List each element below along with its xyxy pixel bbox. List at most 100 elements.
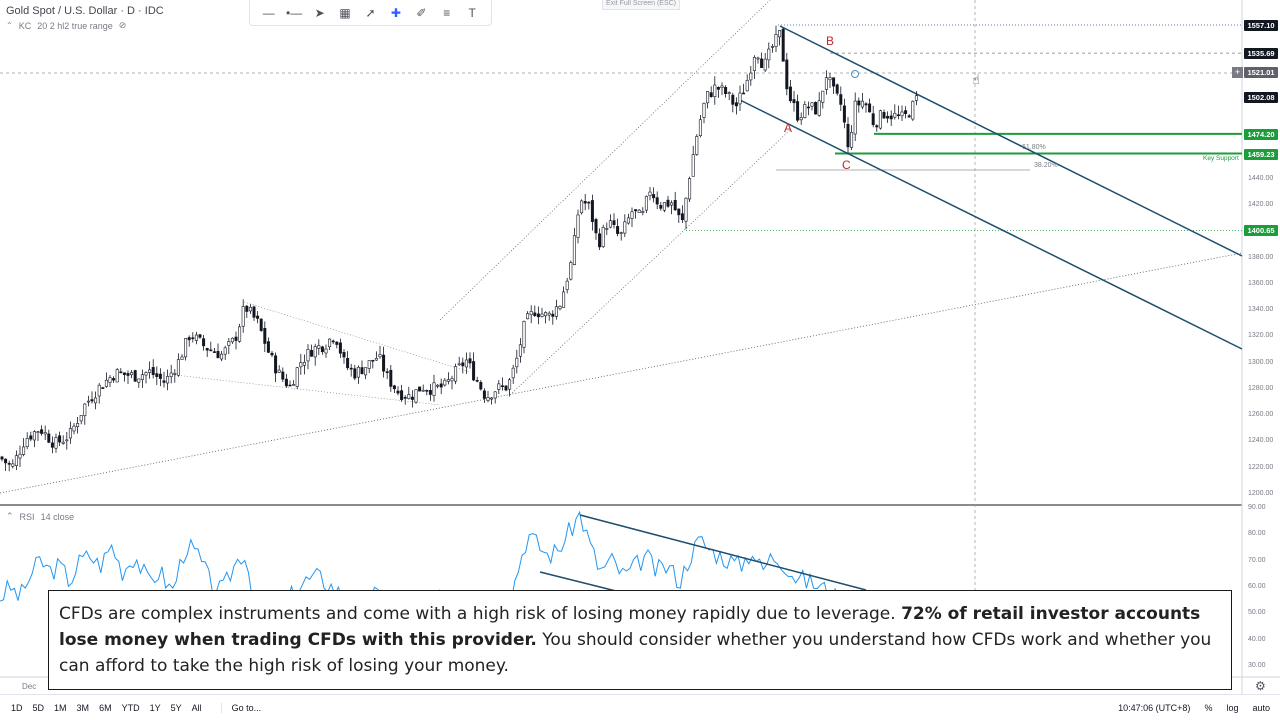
candle-body [284,378,288,387]
candle-body [410,396,414,400]
candle-body [432,382,436,396]
candle-body [785,59,789,90]
range-5d[interactable]: 5D [32,702,45,713]
eye-hidden-icon[interactable]: ⊘ [118,20,127,30]
price-axis-label: 1420.00 [1248,201,1274,209]
candle-body [655,197,659,205]
candle-body [198,334,202,338]
goto-button[interactable]: Go to... [220,702,261,713]
rsi-indicator-params: 14 close [40,511,75,522]
candle-body [104,379,108,387]
cursor-arrow-icon[interactable]: ➤ [314,5,325,20]
rsi-indicator-name: RSI [19,511,35,522]
candle-body [508,379,512,390]
brush-icon[interactable]: ✐ [416,5,427,20]
candle-body [907,115,911,118]
range-1d[interactable]: 1D [11,702,23,713]
candle-body [889,115,893,120]
candle-body [72,425,76,432]
candle-body [187,337,191,341]
candle-body [850,132,854,148]
candle-body [716,86,720,90]
percent-scale-toggle[interactable]: % [1204,702,1213,713]
candle-body [659,205,663,209]
add-alert-plus-icon[interactable]: + [1232,67,1243,78]
range-3m[interactable]: 3M [76,702,90,713]
candle-body [821,90,825,103]
candle-body [166,376,170,384]
candle-body [310,350,314,357]
exit-fullscreen-hint[interactable]: Exit Full Screen (ESC) [602,0,680,10]
candle-body [745,80,749,92]
collapse-chevron-icon[interactable]: ⌃ [6,21,13,30]
candle-body [673,200,677,211]
candle-body [616,226,620,234]
candle-body [306,349,310,362]
price-axis-label: 1340.00 [1248,306,1274,314]
candle-body [641,211,645,213]
wave-label-c: C [842,158,851,172]
symbol-legend[interactable]: Gold Spot / U.S. Dollar · D · IDC [6,5,164,17]
candle-body [634,209,638,212]
candle-body [911,100,915,120]
candle-body [266,341,270,353]
candle-body [515,357,519,368]
candle-body [335,341,339,345]
candle-body [342,352,346,358]
candle-body [734,102,738,107]
candle-body [22,446,26,455]
horizontal-ray-icon[interactable]: •— [286,5,303,20]
trend-line-icon[interactable]: ➚ [365,5,376,20]
range-1m[interactable]: 1M [54,702,67,713]
candle-body [349,367,353,370]
candle-body [688,178,692,200]
range-1y[interactable]: 1Y [149,702,161,713]
candle-body [774,34,778,48]
candle-body [378,354,382,358]
rsi-axis-label: 70.00 [1248,556,1266,564]
parallel-channel-icon[interactable]: ▦ [339,5,351,20]
kc-indicator-legend[interactable]: ⌃ KC 20 2 hl2 true range ⊘ [6,20,126,31]
auto-scale-toggle[interactable]: auto [1252,702,1270,713]
rsi-divergence-line-bottom [539,571,621,593]
range-6m[interactable]: 6M [99,702,112,713]
candle-body [868,103,872,113]
candle-body [763,58,767,71]
rsi-axis-label: 90.00 [1248,504,1266,511]
candle-body [54,437,58,449]
candle-body [130,372,134,376]
range-5y[interactable]: 5Y [170,702,182,713]
candle-body [551,313,555,317]
candle-body [871,113,875,126]
candle-body [608,220,612,228]
rsi-indicator-legend[interactable]: ⌃ RSI 14 close [6,511,74,522]
candle-body [914,95,918,101]
candle-body [878,110,882,129]
gear-icon[interactable]: ⚙ [1255,679,1266,693]
candle-body [68,428,72,439]
candle-body [446,379,450,382]
text-tool-icon[interactable]: T [468,5,476,20]
candle-body [724,87,728,95]
collapse-chevron-icon[interactable]: ⌃ [6,511,14,521]
log-scale-toggle[interactable]: log [1226,702,1239,713]
fib-retracement-icon[interactable]: ≡ [443,5,451,20]
horizontal-line-icon[interactable]: — [262,5,275,20]
candle-body [806,106,810,109]
kc-indicator-name: KC [18,20,32,31]
crosshair-icon[interactable]: ✚ [390,5,401,20]
candle-body [238,326,242,342]
candle-body [209,349,213,352]
candle-body [666,199,670,207]
candle-body [814,101,818,115]
range-ytd[interactable]: YTD [121,702,140,713]
candle-body [61,441,65,444]
candle-body [842,105,846,123]
candle-body [738,92,742,105]
candle-body [220,353,224,360]
candle-body [583,201,587,204]
candle-body [425,390,429,392]
range-all[interactable]: All [191,702,202,713]
